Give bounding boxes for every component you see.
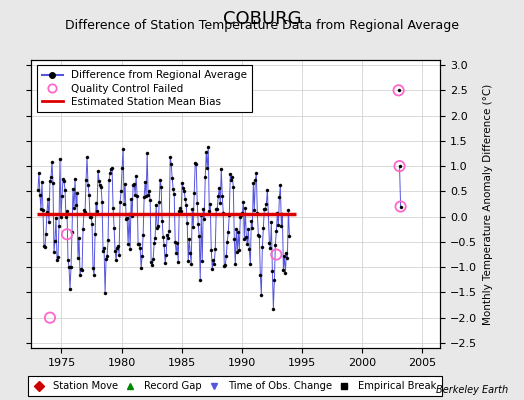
Legend: Station Move, Record Gap, Time of Obs. Change, Empirical Break: Station Move, Record Gap, Time of Obs. C… [28, 376, 442, 396]
Text: Berkeley Earth: Berkeley Earth [436, 385, 508, 395]
Text: Difference of Station Temperature Data from Regional Average: Difference of Station Temperature Data f… [65, 19, 459, 32]
Point [397, 203, 405, 210]
Text: COBURG: COBURG [223, 10, 301, 28]
Point [395, 87, 403, 94]
Point [395, 163, 403, 169]
Point [63, 231, 71, 238]
Point [272, 251, 280, 258]
Y-axis label: Monthly Temperature Anomaly Difference (°C): Monthly Temperature Anomaly Difference (… [483, 83, 493, 325]
Point [46, 314, 54, 321]
